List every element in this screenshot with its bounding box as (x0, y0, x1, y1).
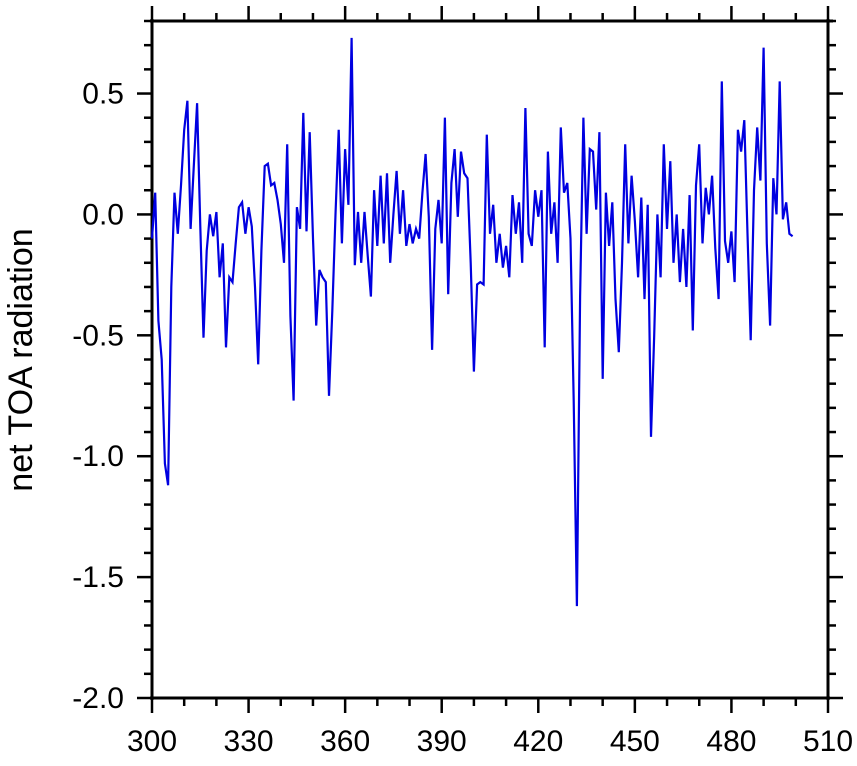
x-tick-label: 360 (320, 725, 370, 758)
x-tick-label: 300 (127, 725, 177, 758)
y-tick-label: -0.5 (72, 319, 124, 352)
y-axis-title: net TOA radiation (2, 228, 40, 491)
y-tick-label: -1.0 (72, 440, 124, 473)
axis-tick-labels: 300 330 360 390 420 450 480 510 0.5 0.0 -0.5 -1.0 -1… (72, 78, 853, 758)
y-tick-label: -1.5 (72, 561, 124, 594)
x-tick-label: 330 (224, 725, 274, 758)
plot-frame (150, 19, 833, 700)
x-tick-label: 480 (706, 725, 756, 758)
y-tick-label: 0.0 (82, 198, 124, 231)
x-tick-label: 450 (610, 725, 660, 758)
axis-ticks (137, 6, 843, 713)
series-group (150, 37, 794, 607)
x-tick-label: 390 (417, 725, 467, 758)
y-tick-label: 0.5 (82, 78, 124, 111)
x-tick-label: 510 (803, 725, 853, 758)
x-tick-label: 420 (513, 725, 563, 758)
y-tick-label: -2.0 (72, 682, 124, 715)
series-line (150, 37, 794, 607)
